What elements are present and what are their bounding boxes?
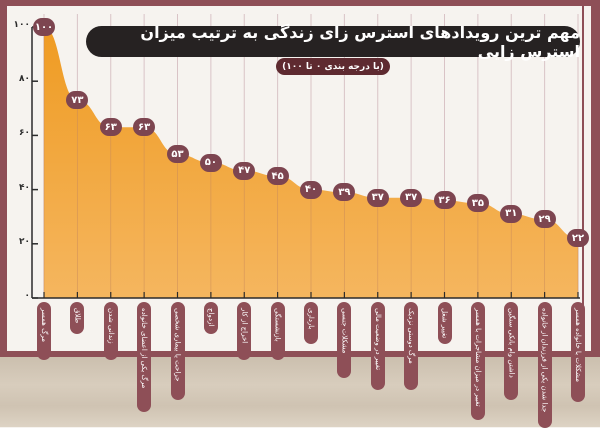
y-axis-ticks <box>32 26 38 299</box>
category-label: تغییر در وضعیت مالی <box>370 302 385 390</box>
category-label: اخراج از کار <box>237 302 252 360</box>
value-badge: ۴۵ <box>266 167 289 186</box>
frame-border-bottom <box>0 351 600 357</box>
category-label: جدا شدن یکی از فرزندان از خانواده <box>537 302 552 428</box>
category-label: بارداری <box>304 302 318 344</box>
category-label: داشتن وام بانکی سنگین <box>504 302 519 400</box>
value-badge: ۷۳ <box>66 91 89 110</box>
value-badge: ۶۳ <box>99 118 122 137</box>
frame-border-left <box>0 0 7 357</box>
category-label: تغییر در میزان مشاجرات با همسر <box>470 302 485 420</box>
value-badge: ۳۹ <box>333 183 356 202</box>
gridlines-over-area <box>43 27 579 298</box>
category-label: زندانی شدن <box>103 302 118 360</box>
category-label: مرگ دوستی نزدیک <box>404 302 419 390</box>
sand-background <box>0 357 600 427</box>
value-badge: ۱۰۰ <box>33 18 55 36</box>
category-label: ازدواج <box>203 302 218 334</box>
chart-title: مهم ترین رویدادهای استرس زای زندگی به تر… <box>86 23 580 61</box>
value-badge: ۳۱ <box>500 204 523 223</box>
frame-border-top <box>0 0 600 6</box>
value-badge: ۳۷ <box>366 188 389 207</box>
x-axis-ticks <box>43 292 579 298</box>
y-tick-label: ۴۰ <box>19 182 30 193</box>
y-tick-label: ۸۰ <box>19 74 30 85</box>
value-badge: ۲۹ <box>533 210 556 229</box>
y-tick-label: ۱۰۰ <box>13 20 30 30</box>
y-tick-label: ۰ <box>24 291 31 301</box>
chart-subtitle: (با درجه بندی ۰ تا ۱۰۰) <box>276 58 390 75</box>
value-badge: ۳۷ <box>400 188 423 207</box>
value-badge: ۵۳ <box>166 145 189 164</box>
y-tick-label: ۶۰ <box>19 128 30 139</box>
category-label: بازنشستگی <box>270 302 285 360</box>
category-label: مشکلات با خانواده همسر <box>571 302 585 402</box>
category-label: مرگ همسر <box>37 302 51 360</box>
frame-border-right <box>591 0 600 357</box>
value-badge: ۳۵ <box>466 194 489 213</box>
value-badge: ۴۷ <box>233 161 256 180</box>
value-badge: ۵۰ <box>199 153 222 172</box>
value-badge: ۳۶ <box>433 191 456 210</box>
frame-inner-right <box>582 0 584 351</box>
category-label: مرگ یکی از اعضای خانواده <box>137 302 152 412</box>
value-badge: ۶۳ <box>133 118 156 137</box>
value-badge: ۴۰ <box>300 180 322 199</box>
category-label: مشکلات جنسی <box>337 302 352 378</box>
category-label: طلاق <box>70 302 85 334</box>
value-badge: ۲۲ <box>567 229 589 248</box>
category-label: تغییر شغل <box>437 302 452 344</box>
category-label: جراحت یا بیماری شخصی <box>170 302 185 400</box>
y-tick-label: ۲۰ <box>19 236 30 247</box>
